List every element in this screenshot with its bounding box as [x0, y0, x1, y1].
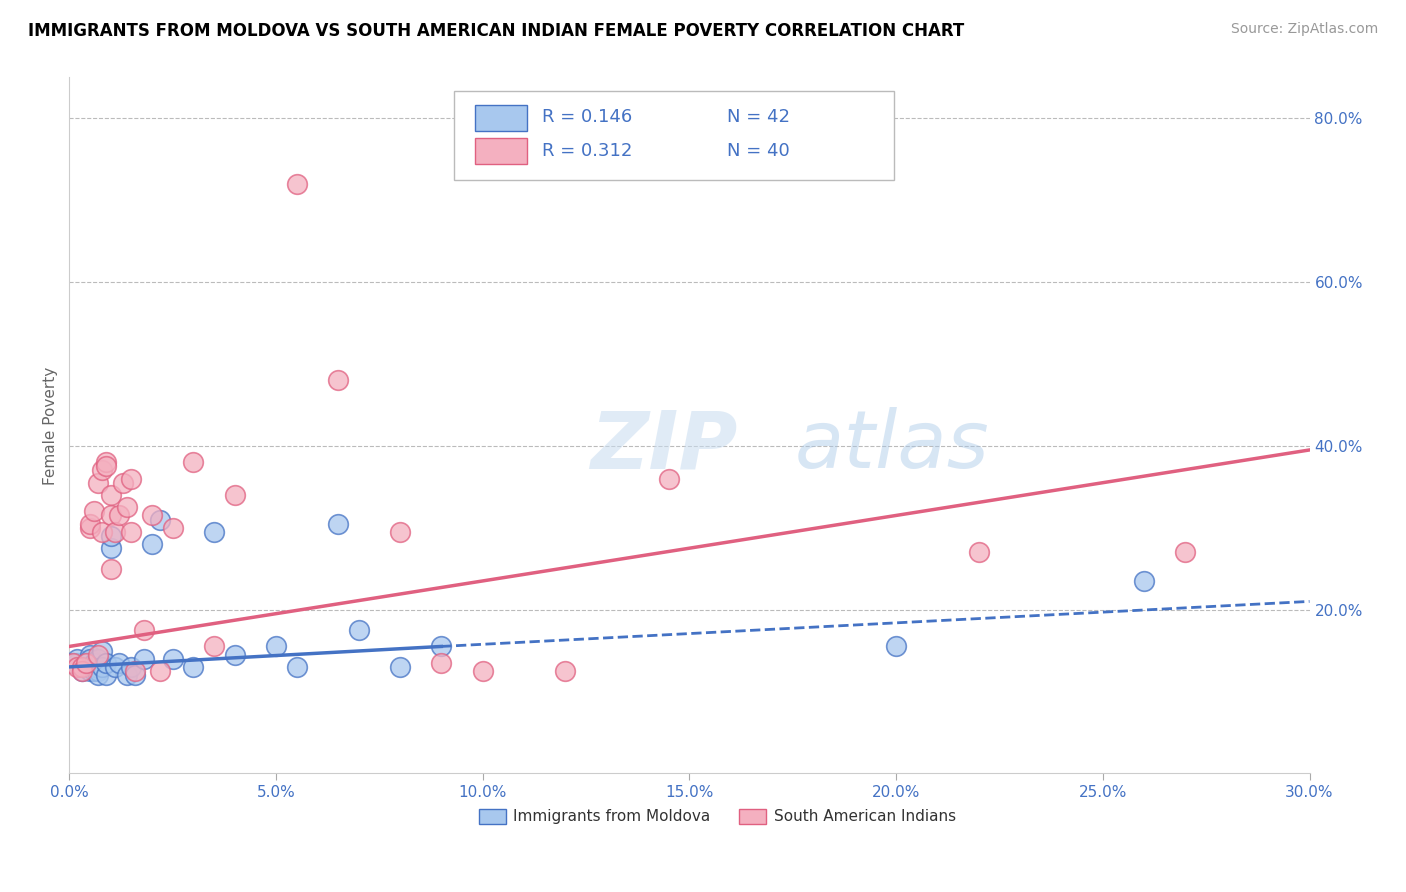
Text: atlas: atlas	[794, 408, 990, 485]
Point	[66, 651, 89, 665]
Point	[120, 660, 142, 674]
Point	[75, 660, 97, 674]
FancyBboxPatch shape	[454, 91, 894, 180]
Point	[83, 660, 105, 674]
Point	[66, 660, 89, 674]
Point	[967, 545, 990, 559]
Point	[104, 524, 127, 539]
Point	[264, 640, 287, 654]
Point	[79, 521, 101, 535]
Point	[91, 643, 114, 657]
Point	[162, 651, 184, 665]
Point	[79, 516, 101, 531]
Point	[388, 660, 411, 674]
Point	[96, 668, 118, 682]
Point	[100, 508, 122, 523]
Text: N = 40: N = 40	[727, 142, 789, 160]
Point	[91, 463, 114, 477]
Point	[388, 524, 411, 539]
Point	[285, 177, 308, 191]
Point	[91, 524, 114, 539]
Point	[79, 648, 101, 662]
Point	[96, 459, 118, 474]
Point	[141, 508, 163, 523]
Text: N = 42: N = 42	[727, 108, 790, 126]
Point	[83, 664, 105, 678]
Point	[100, 529, 122, 543]
Point	[115, 500, 138, 515]
Text: IMMIGRANTS FROM MOLDOVA VS SOUTH AMERICAN INDIAN FEMALE POVERTY CORRELATION CHAR: IMMIGRANTS FROM MOLDOVA VS SOUTH AMERICA…	[28, 22, 965, 40]
Point	[132, 651, 155, 665]
Text: Source: ZipAtlas.com: Source: ZipAtlas.com	[1230, 22, 1378, 37]
Point	[181, 455, 204, 469]
Point	[79, 664, 101, 678]
Point	[224, 648, 246, 662]
Point	[149, 664, 172, 678]
Point	[75, 656, 97, 670]
Point	[149, 512, 172, 526]
Point	[100, 562, 122, 576]
Point	[96, 656, 118, 670]
Point	[124, 668, 146, 682]
Point	[141, 537, 163, 551]
Point	[202, 640, 225, 654]
Point	[70, 664, 93, 678]
Point	[120, 472, 142, 486]
Point	[108, 508, 131, 523]
Point	[224, 488, 246, 502]
Point	[96, 455, 118, 469]
Point	[162, 521, 184, 535]
Point	[66, 656, 89, 670]
Text: South American Indians: South American Indians	[773, 809, 956, 824]
Point	[1133, 574, 1156, 588]
Point	[91, 660, 114, 674]
Point	[115, 668, 138, 682]
Point	[70, 660, 93, 674]
Point	[70, 660, 93, 674]
Bar	[740, 809, 766, 824]
Point	[326, 516, 349, 531]
Bar	[475, 104, 527, 131]
Text: ZIP: ZIP	[591, 408, 738, 485]
Point	[87, 648, 110, 662]
Text: R = 0.146: R = 0.146	[541, 108, 633, 126]
Point	[87, 475, 110, 490]
Point	[285, 660, 308, 674]
Point	[100, 541, 122, 556]
Point	[104, 660, 127, 674]
Point	[326, 373, 349, 387]
Point	[79, 651, 101, 665]
Point	[124, 664, 146, 678]
Point	[83, 656, 105, 670]
Point	[471, 664, 494, 678]
Point	[62, 656, 84, 670]
Point	[108, 656, 131, 670]
Point	[100, 488, 122, 502]
Point	[430, 640, 453, 654]
Point	[554, 664, 576, 678]
Bar	[478, 809, 506, 824]
Point	[347, 623, 370, 637]
Point	[62, 656, 84, 670]
Text: Immigrants from Moldova: Immigrants from Moldova	[513, 809, 710, 824]
Bar	[475, 138, 527, 164]
Point	[75, 656, 97, 670]
Point	[87, 664, 110, 678]
Point	[70, 664, 93, 678]
Point	[132, 623, 155, 637]
Point	[181, 660, 204, 674]
Point	[884, 640, 907, 654]
Text: R = 0.312: R = 0.312	[541, 142, 633, 160]
Y-axis label: Female Poverty: Female Poverty	[44, 367, 58, 484]
Point	[83, 504, 105, 518]
Point	[87, 651, 110, 665]
Point	[202, 524, 225, 539]
Point	[111, 475, 134, 490]
Point	[1174, 545, 1197, 559]
Point	[658, 472, 681, 486]
Point	[120, 524, 142, 539]
Point	[87, 668, 110, 682]
Point	[430, 656, 453, 670]
